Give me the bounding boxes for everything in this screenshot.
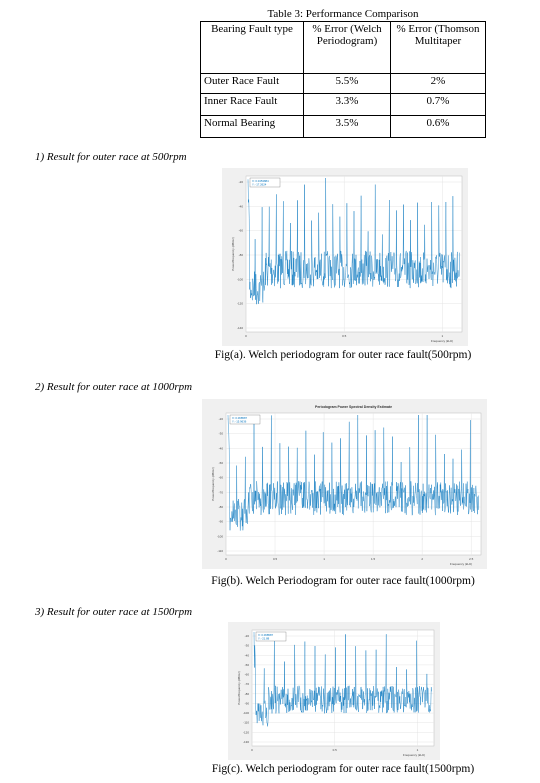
y-tick-label: -40 <box>239 204 244 208</box>
y-axis-label: Power/frequency (dB/Hz) <box>211 467 215 501</box>
section-heading: 1) Result for outer race at 500rpm <box>35 151 187 163</box>
y-axis-label: Power/frequency (dB/Hz) <box>231 237 235 271</box>
x-tick-label: 0 <box>225 557 227 561</box>
x-tick-label: 2 <box>421 557 423 561</box>
section-heading: 2) Result for outer race at 1000rpm <box>35 381 193 393</box>
x-tick-label: 2.5 <box>469 557 474 561</box>
datatip-text: X: 0.0453884 <box>252 179 269 183</box>
y-tick-label: -100 <box>217 534 223 538</box>
y-tick-label: -120 <box>237 302 243 306</box>
y-tick-label: -100 <box>237 277 243 281</box>
plot-title: Periodogram Power Spectral Density Estim… <box>315 405 392 409</box>
y-tick-label: -90 <box>219 520 224 524</box>
datatip-box <box>249 177 281 188</box>
y-tick-label: -60 <box>245 673 250 677</box>
x-tick-label: 0 <box>251 748 253 752</box>
datatip-text: Y: -21.88 <box>258 637 270 641</box>
figure-image: Periodogram Power Spectral Density Estim… <box>202 399 487 569</box>
x-axis-label: Frequency (kHz) <box>431 339 453 343</box>
x-tick-label: 0 <box>245 334 247 338</box>
plot-area <box>225 412 482 556</box>
cell: 5.5% <box>303 73 391 94</box>
y-tick-label: -100 <box>243 711 249 715</box>
plot-area <box>245 175 463 333</box>
y-tick-label: -120 <box>243 730 249 734</box>
y-tick-label: -90 <box>245 701 250 705</box>
y-axis-label: Power/frequency (dB/Hz) <box>237 671 241 705</box>
datatip-box <box>255 631 287 642</box>
x-tick-label: 1 <box>417 748 419 752</box>
section-heading: 3) Result for outer race at 1500rpm <box>35 606 193 618</box>
cell: Inner Race Fault <box>200 93 304 116</box>
x-tick-label: 1 <box>323 557 325 561</box>
y-tick-label: -30 <box>245 644 250 648</box>
x-tick-label: 0.5 <box>333 748 338 752</box>
y-tick-label: -40 <box>245 653 250 657</box>
y-tick-label: -50 <box>219 461 224 465</box>
cell: 0.7% <box>390 93 486 116</box>
y-tick-label: -20 <box>219 417 224 421</box>
plot-area <box>251 629 435 747</box>
cell: 3.5% <box>303 115 391 138</box>
y-tick-label: -30 <box>219 432 224 436</box>
y-tick-label: -60 <box>219 476 224 480</box>
header-cell: Bearing Fault type <box>200 21 304 74</box>
figure-caption: Fig(b). Welch Periodogram for outer race… <box>211 575 475 587</box>
y-tick-label: -140 <box>237 326 243 330</box>
figure-caption: Fig(a). Welch periodogram for outer race… <box>214 349 472 361</box>
y-tick-label: -80 <box>239 253 244 257</box>
table: Bearing Fault type % Error (Welch Period… <box>200 21 486 138</box>
header-cell: % Error (Thomson Multitaper <box>390 21 486 74</box>
y-tick-label: -50 <box>245 663 250 667</box>
y-tick-label: -70 <box>219 490 224 494</box>
datatip-text: X: 0.068587 <box>258 633 274 637</box>
cell: Normal Bearing <box>200 115 304 138</box>
cell: 3.3% <box>303 93 391 116</box>
table-title: Table 3: Performance Comparison <box>267 8 419 20</box>
datatip-box <box>229 414 261 425</box>
spectrum-trace <box>253 631 432 727</box>
cell: 2% <box>390 73 486 94</box>
y-tick-label: -60 <box>239 229 244 233</box>
y-tick-label: -70 <box>245 682 250 686</box>
y-tick-label: -40 <box>219 446 224 450</box>
x-tick-label: 1.5 <box>371 557 376 561</box>
figure-image: -20 -30 -40 -50 -60 -70 -80 -90 -100 -110 -120 -130… <box>228 622 440 760</box>
x-axis-label: Frequency (kHz) <box>450 562 472 566</box>
spectrum-trace <box>227 414 479 531</box>
y-tick-label: -130 <box>243 740 249 744</box>
header-cell: % Error (Welch Periodogram) <box>303 21 391 74</box>
y-tick-label: -80 <box>219 505 224 509</box>
x-tick-label: 0.5 <box>273 557 278 561</box>
spectrum-trace <box>247 177 460 305</box>
y-tick-label: -80 <box>245 692 250 696</box>
y-tick-label: -20 <box>245 634 250 638</box>
cell: 0.6% <box>390 115 486 138</box>
x-axis-label: Frequency (kHz) <box>403 753 425 757</box>
y-tick-label: -20 <box>239 180 244 184</box>
x-tick-label: 1 <box>442 334 444 338</box>
x-tick-label: 0.5 <box>342 334 347 338</box>
cell: Outer Race Fault <box>200 73 304 94</box>
figure-caption: Fig(c). Welch periodogram for outer race… <box>211 763 475 775</box>
y-tick-label: -110 <box>243 721 249 725</box>
datatip-text: Y: -15.9636 <box>232 420 247 424</box>
datatip-text: Y: -17.2624 <box>252 183 267 187</box>
datatip-text: X: 0.068587 <box>232 416 248 420</box>
y-tick-label: -110 <box>217 549 223 553</box>
